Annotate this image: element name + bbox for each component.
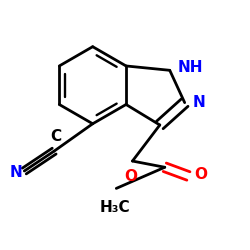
Text: O: O	[125, 169, 138, 184]
Text: O: O	[194, 167, 207, 182]
Text: H₃C: H₃C	[100, 200, 130, 215]
Text: NH: NH	[177, 60, 203, 75]
Text: C: C	[50, 129, 61, 144]
Text: N: N	[192, 95, 205, 110]
Text: N: N	[10, 165, 23, 180]
